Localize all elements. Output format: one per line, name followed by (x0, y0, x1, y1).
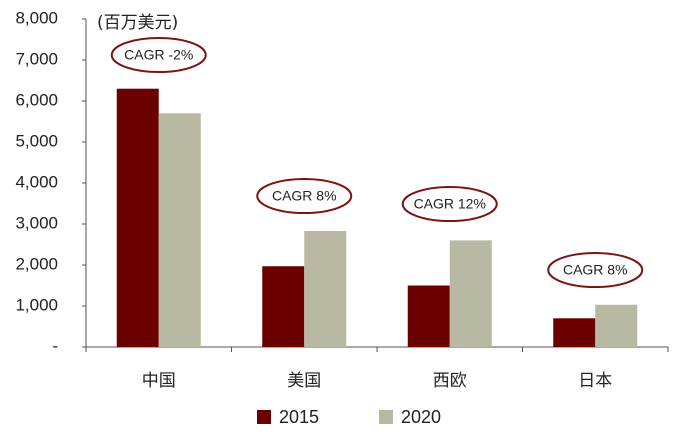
y-tick-label: 1,000 (15, 295, 58, 314)
legend-label: 2020 (401, 407, 441, 427)
cagr-annotation: CAGR 8% (547, 252, 644, 288)
y-tick-label: 4,000 (15, 172, 58, 191)
annotation-ellipse (547, 252, 644, 288)
annotation-ellipse (401, 186, 498, 222)
y-tick-label: 2,000 (15, 254, 58, 273)
bar-2015-西欧 (407, 285, 450, 347)
y-tick-label: 8,000 (15, 8, 58, 27)
y-tick-label: 5,000 (15, 131, 58, 150)
y-tick-label: 3,000 (15, 213, 58, 232)
cagr-annotation: CAGR 8% (256, 178, 353, 214)
y-tick-label: - (52, 336, 58, 355)
bar-2020-日本 (595, 304, 638, 347)
legend-item-2015: 2015 (257, 407, 319, 427)
bars-group (116, 88, 638, 347)
annotation-ellipse (256, 178, 353, 214)
annotation-label: CAGR 8% (563, 262, 628, 278)
legend-swatch (379, 410, 393, 424)
category-label: 日本 (578, 371, 612, 391)
y-axis-ticks: - 1,000 2,000 3,000 4,000 5,000 6,000 7,000 8,00… (15, 8, 86, 355)
category-label: 美国 (287, 371, 321, 391)
cagr-annotation: CAGR -2% (110, 37, 207, 73)
legend-item-2020: 2020 (379, 407, 441, 427)
y-tick-label: 6,000 (15, 90, 58, 109)
x-axis-ticks (85, 347, 669, 352)
legend-swatch (257, 410, 271, 424)
annotation-label: CAGR 12% (414, 196, 486, 212)
bar-2020-美国 (304, 230, 347, 347)
bar-2020-中国 (158, 113, 201, 347)
annotation-label: CAGR -2% (124, 47, 193, 63)
legend-label: 2015 (279, 407, 319, 427)
cagr-annotation: CAGR 12% (401, 186, 498, 222)
cagr-annotations: CAGR -2% CAGR 8% CAGR 12% CAGR 8% (110, 37, 644, 288)
bar-2015-日本 (553, 318, 596, 347)
category-label: 中国 (142, 371, 176, 391)
legend: 2015 2020 (257, 407, 441, 427)
bar-2020-西欧 (449, 240, 492, 347)
category-label: 西欧 (433, 371, 467, 391)
category-labels: 中国 美国 西欧 日本 (142, 371, 613, 391)
unit-label: (百万美元) (97, 13, 178, 33)
y-tick-label: 7,000 (15, 49, 58, 68)
annotation-label: CAGR 8% (272, 188, 337, 204)
bar-2015-中国 (116, 88, 159, 347)
bar-2015-美国 (262, 266, 305, 347)
annotation-ellipse (110, 37, 207, 73)
